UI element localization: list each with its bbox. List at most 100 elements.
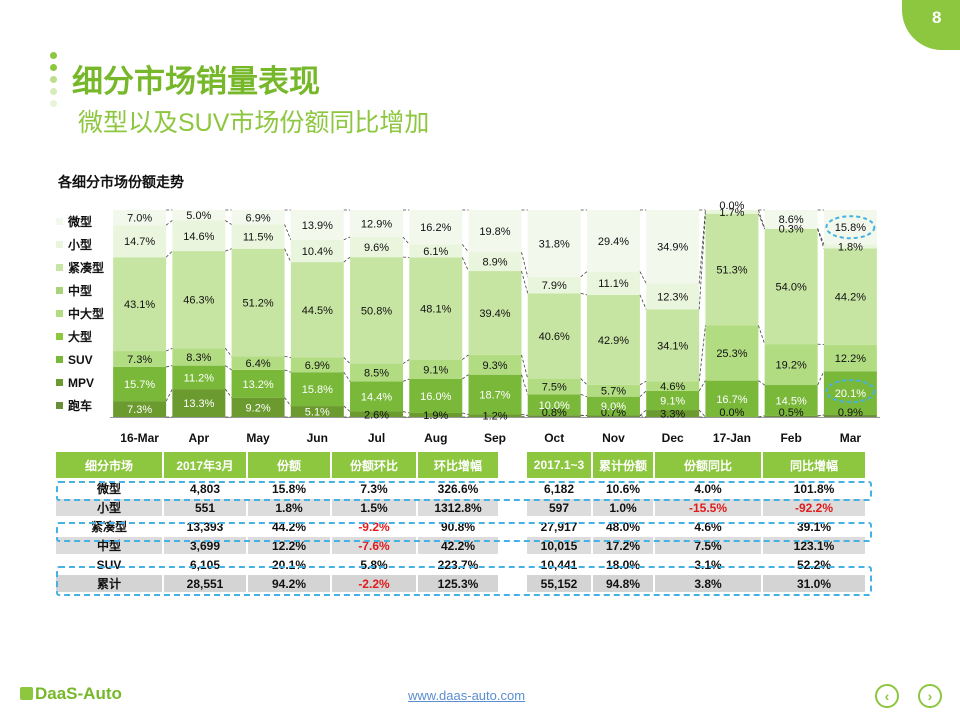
legend-label: 小型 <box>68 238 93 252</box>
prev-page-button[interactable]: ‹ <box>875 684 899 708</box>
data-label: 12.2% <box>835 353 866 365</box>
table-cell: 3.8% <box>655 575 761 592</box>
table-cell: 7.3% <box>332 480 416 497</box>
next-page-button[interactable]: › <box>918 684 942 708</box>
series-connector <box>698 213 706 310</box>
bar-segment <box>468 210 522 253</box>
column-header: 2017.1~3 <box>527 452 591 478</box>
table-cell: 4.0% <box>655 480 761 497</box>
table-row: 10,015 17.2% 7.5% 123.1% <box>527 537 865 554</box>
table-row: 27,917 48.0% 4.6% 39.1% <box>527 518 865 535</box>
column-header: 细分市场 <box>56 452 162 478</box>
series-connector <box>225 388 232 398</box>
legend-label: SUV <box>68 352 93 367</box>
table-cell: 31.0% <box>763 575 865 592</box>
data-label: 48.1% <box>420 304 451 316</box>
chart-title: 各细分市场份额走势 <box>58 174 184 190</box>
table-header-row: 细分市场 2017年3月 份额 份额环比 环比增幅 <box>56 452 498 478</box>
bar-segment <box>823 248 877 345</box>
legend-item: 跑车 <box>56 394 126 417</box>
x-tick-label: Dec <box>662 431 684 445</box>
bar-segment <box>823 415 877 417</box>
bar-segment <box>113 210 167 226</box>
bar-segment <box>468 374 522 415</box>
data-label: 34.1% <box>657 340 688 352</box>
data-label: 9.3% <box>482 360 507 372</box>
x-tick-label: 16-Mar <box>120 431 159 445</box>
bar-segment <box>527 293 581 379</box>
stacked-bar-chart: 16-Mar Apr May Jun Jul Aug Sep Oct Nov Dec 17-Jan F… <box>110 200 880 445</box>
series-connector <box>165 220 173 226</box>
highlight-ellipse-micro <box>825 215 876 240</box>
bar-segment <box>409 210 463 245</box>
series-connector <box>758 380 765 386</box>
series-connector <box>284 397 292 407</box>
column-header: 份额同比 <box>655 452 761 478</box>
series-connector <box>343 371 351 382</box>
data-label: 8.9% <box>482 257 507 269</box>
bar-segment <box>705 380 759 417</box>
data-label: 29.4% <box>598 236 629 248</box>
data-label: 7.5% <box>542 381 567 393</box>
bar-segment <box>468 252 522 272</box>
bar-segment <box>172 389 226 417</box>
table-cell: 1.0% <box>593 499 653 516</box>
bar-segment <box>290 262 344 358</box>
bar-segment <box>409 412 463 417</box>
table-row: 微型 4,803 15.8% 7.3% 326.6% <box>56 480 498 497</box>
bar-segment <box>527 210 581 277</box>
x-tick-label: Apr <box>189 431 210 445</box>
website-link[interactable]: www.daas-auto.com <box>408 688 526 703</box>
bar-segment <box>231 397 285 417</box>
data-label: 13.3% <box>183 398 214 410</box>
bar-segment <box>290 406 344 417</box>
series-connector <box>343 256 351 263</box>
table-row: 597 1.0% -15.5% -92.2% <box>527 499 865 516</box>
table-cell: 597 <box>527 499 591 516</box>
data-label: 51.2% <box>242 298 273 310</box>
bar-segment <box>527 276 581 294</box>
data-label: 13.9% <box>302 220 333 232</box>
x-tick-label: 17-Jan <box>713 431 751 445</box>
series-connector <box>817 228 825 245</box>
bar-segment <box>290 210 344 240</box>
bar-segment <box>172 210 226 221</box>
bar-segment <box>350 210 404 238</box>
legend-item: SUV <box>56 348 126 371</box>
table-row: SUV 6,105 20.1% 5.8% 223.7% <box>56 556 498 573</box>
series-connector <box>639 415 647 418</box>
data-label: 16.7% <box>716 394 747 406</box>
series-connector <box>758 209 766 229</box>
x-tick-label: May <box>246 431 270 445</box>
table-cell: 44.2% <box>248 518 330 535</box>
table-cell: 551 <box>164 499 246 516</box>
table-cell: 94.8% <box>593 575 653 592</box>
bar-segment <box>290 239 344 263</box>
data-label: 5.1% <box>305 407 330 419</box>
bar-segment <box>350 381 404 412</box>
table-cell: 10.6% <box>593 480 653 497</box>
bar-segment <box>350 411 404 417</box>
data-label: 25.3% <box>716 348 747 360</box>
table-cell: 小型 <box>56 499 162 516</box>
legend-swatch <box>56 333 63 340</box>
data-label: 3.3% <box>660 409 685 421</box>
table-cell: 1.5% <box>332 499 416 516</box>
bar-segment <box>113 366 167 402</box>
data-label: 8.5% <box>364 367 389 379</box>
legend-item: MPV <box>56 371 126 394</box>
bar-segment <box>764 415 818 417</box>
legend-item: 大型 <box>56 325 126 348</box>
chart-legend: 微型 小型 紧凑型 中型 中大型 大型 SUV MPV 跑车 <box>56 210 126 417</box>
legend-label: 紧凑型 <box>68 261 105 275</box>
data-label: 18.7% <box>479 390 510 402</box>
data-label: 0.9% <box>838 407 863 419</box>
data-label: 7.0% <box>127 213 152 225</box>
data-label: 20.1% <box>835 388 866 400</box>
table-cell: 52.2% <box>763 556 865 573</box>
series-connector <box>343 357 351 364</box>
column-header: 累计份额 <box>593 452 653 478</box>
legend-item: 小型 <box>56 233 126 256</box>
bar-segment <box>646 410 700 417</box>
data-label: 6.9% <box>305 360 330 372</box>
